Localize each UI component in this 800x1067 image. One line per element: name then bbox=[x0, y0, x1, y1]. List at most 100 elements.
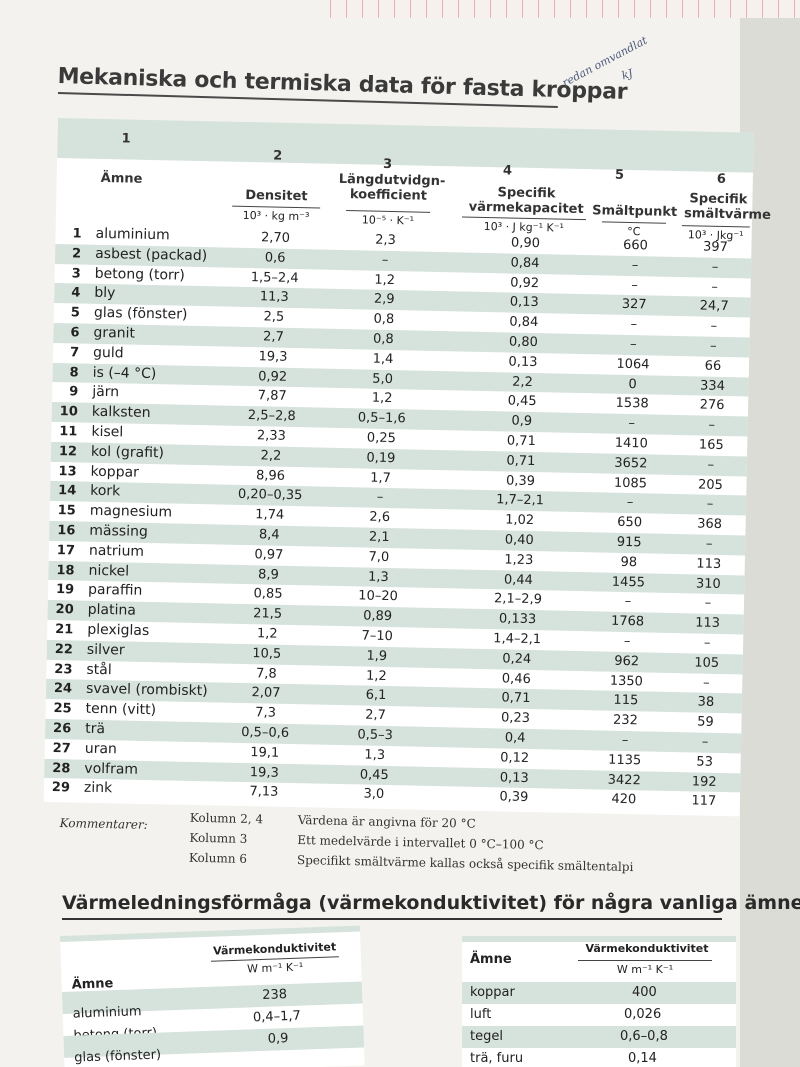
comment-text: Värdena är angivna för 20 °C bbox=[297, 812, 476, 831]
comment-text: Ett medelvärde i intervallet 0 °C–100 °C bbox=[297, 832, 544, 853]
cell-melting-point: 1085 bbox=[613, 475, 648, 491]
cell-expansion: 7–10 bbox=[361, 628, 394, 645]
row-substance: magnesium bbox=[89, 502, 173, 521]
table-row: luft 0,026 bbox=[462, 1004, 736, 1026]
cell-fusion-heat: 368 bbox=[697, 516, 723, 533]
cell-fusion-heat: 113 bbox=[696, 556, 722, 572]
cell-expansion: 1,4 bbox=[372, 351, 394, 367]
cell-fusion-heat: – bbox=[701, 734, 709, 750]
row-substance: kork bbox=[90, 483, 121, 500]
cell-heat-capacity: 0,23 bbox=[500, 710, 531, 727]
cell-density: 10,5 bbox=[252, 645, 282, 662]
column-unit-density: 10³ · kg m⁻³ bbox=[231, 205, 321, 224]
cell-fusion-heat: 310 bbox=[695, 576, 721, 592]
cell-density: 1,5–2,4 bbox=[250, 269, 299, 286]
row-number: 16 bbox=[57, 523, 76, 539]
cell-heat-capacity: 2,2 bbox=[512, 374, 534, 390]
row-substance: kalksten bbox=[91, 403, 151, 422]
comment-key: Kolumn 6 bbox=[188, 850, 248, 866]
cell-melting-point: 327 bbox=[621, 297, 647, 313]
cell-expansion: 1,2 bbox=[374, 272, 396, 288]
row-substance: stål bbox=[86, 661, 112, 678]
table-row: tegel 0,6–0,8 bbox=[462, 1026, 736, 1048]
row-substance: glas (fönster) bbox=[93, 304, 188, 323]
cell-heat-capacity: 0,45 bbox=[507, 393, 537, 410]
row-substance: granit bbox=[93, 324, 136, 342]
row-number: 4 bbox=[71, 285, 81, 301]
cell-fusion-heat: 192 bbox=[691, 773, 717, 790]
cell-expansion: 5,0 bbox=[372, 371, 394, 387]
cell-heat-capacity: 1,23 bbox=[504, 552, 534, 568]
row-substance: volfram bbox=[84, 760, 139, 778]
cell-density: 7,3 bbox=[255, 705, 277, 721]
cell-fusion-heat: – bbox=[710, 318, 718, 335]
cell-expansion: 2,6 bbox=[369, 509, 391, 526]
comment-key: Kolumn 3 bbox=[189, 830, 248, 846]
cell-melting-point: – bbox=[626, 495, 634, 511]
row-substance: koppar bbox=[90, 463, 140, 481]
table-body: 1 aluminium 2,70 2,3 0,90 660 397 2 asbest (pack… bbox=[44, 224, 752, 813]
row-substance: mässing bbox=[89, 522, 148, 540]
cell-melting-point: 98 bbox=[620, 554, 638, 570]
row-substance: guld bbox=[92, 344, 124, 362]
comment-text: Specifikt smältvärme kallas också specif… bbox=[296, 852, 634, 875]
row-substance: aluminium bbox=[95, 225, 170, 244]
cell-fusion-heat: – bbox=[702, 675, 710, 691]
cell-heat-capacity: 0,13 bbox=[508, 354, 538, 370]
column-header-expansion: Längdutvidgn- koefficient bbox=[338, 171, 446, 204]
cell-expansion: 6,1 bbox=[365, 687, 387, 704]
column-header-melting-point: Smältpunkt bbox=[592, 203, 678, 220]
column-header-amne: Ämne bbox=[470, 952, 512, 967]
cell-melting-point: – bbox=[621, 732, 629, 749]
cell-expansion: 1,7 bbox=[370, 470, 392, 486]
cell-expansion: – bbox=[381, 252, 389, 268]
section-title: Värmeledningsförmåga (värmekonduktivitet… bbox=[62, 892, 800, 914]
row-substance: uran bbox=[84, 740, 118, 758]
cell-density: 8,4 bbox=[258, 527, 280, 543]
row-number: 22 bbox=[54, 641, 74, 658]
row-substance: zink bbox=[83, 780, 113, 797]
row-substance: kol (grafit) bbox=[90, 443, 165, 462]
table-header-band bbox=[60, 925, 361, 942]
row-number: 14 bbox=[57, 483, 77, 499]
row-substance: is (–4 °C) bbox=[92, 364, 157, 382]
cell-density: 7,13 bbox=[249, 784, 279, 801]
cell-melting-point: 915 bbox=[616, 534, 642, 551]
cell-density: 0,20–0,35 bbox=[237, 487, 303, 504]
cell-fusion-heat: 205 bbox=[697, 477, 724, 493]
cell-heat-capacity: 0,133 bbox=[498, 611, 537, 628]
cell-melting-point: 1135 bbox=[607, 752, 642, 769]
row-substance: tenn (vitt) bbox=[85, 700, 157, 719]
cell-heat-capacity: 0,92 bbox=[510, 275, 540, 291]
row-substance: plexiglas bbox=[87, 621, 150, 639]
cell-heat-capacity: 0,71 bbox=[506, 453, 536, 469]
cell-melting-point: 420 bbox=[611, 792, 637, 808]
row-name: luft bbox=[470, 1007, 492, 1022]
row-substance: paraffin bbox=[87, 582, 143, 600]
cell-melting-point: 660 bbox=[622, 237, 649, 254]
cell-fusion-heat: 24,7 bbox=[699, 298, 729, 315]
cell-expansion: 0,89 bbox=[362, 608, 393, 625]
cell-density: 8,9 bbox=[257, 566, 279, 583]
cell-density: 2,07 bbox=[251, 685, 281, 702]
cell-fusion-heat: 59 bbox=[697, 714, 714, 730]
cell-melting-point: 3422 bbox=[607, 772, 641, 788]
cell-fusion-heat: 38 bbox=[697, 694, 715, 711]
cell-density: 0,92 bbox=[257, 368, 288, 385]
row-name: koppar bbox=[470, 985, 515, 1000]
column-header-density: Densitet bbox=[245, 187, 308, 205]
cell-fusion-heat: 165 bbox=[698, 437, 724, 453]
cell-heat-capacity: 0,39 bbox=[499, 789, 529, 806]
table-header-band bbox=[57, 118, 754, 173]
row-substance: asbest (packad) bbox=[95, 245, 208, 264]
cell-melting-point: 115 bbox=[613, 693, 639, 709]
cell-heat-capacity: 0,71 bbox=[506, 433, 536, 450]
cell-heat-capacity: 0,46 bbox=[501, 670, 531, 687]
cell-fusion-heat: – bbox=[711, 279, 719, 295]
row-name: trä, furu bbox=[470, 1051, 524, 1066]
cell-fusion-heat: – bbox=[707, 457, 715, 473]
row-number: 26 bbox=[52, 720, 72, 737]
cell-fusion-heat: – bbox=[709, 338, 717, 354]
row-substance: silver bbox=[86, 641, 125, 659]
row-substance: järn bbox=[92, 384, 120, 401]
